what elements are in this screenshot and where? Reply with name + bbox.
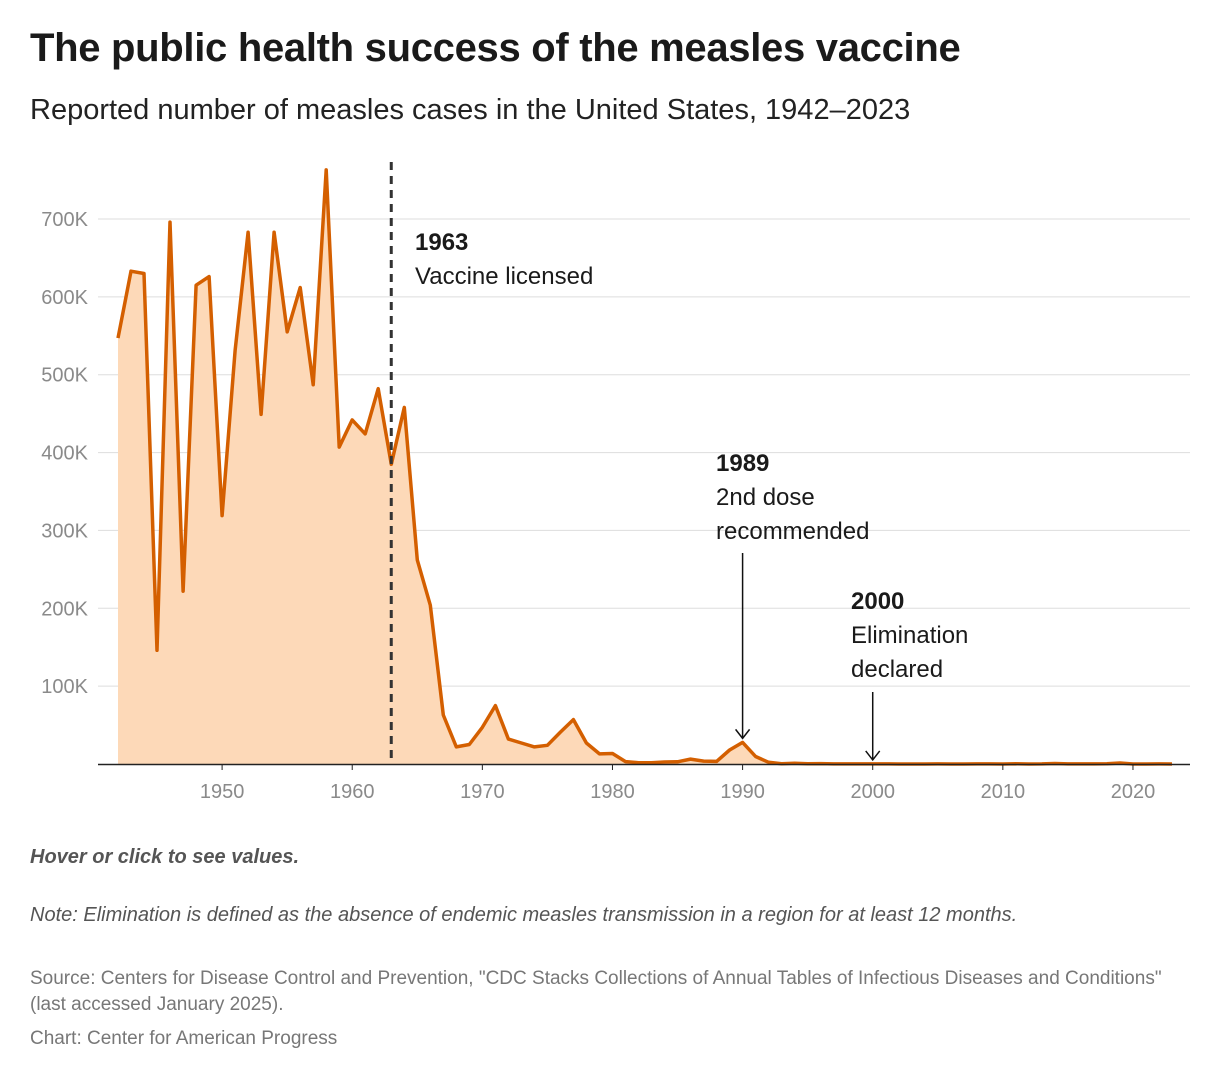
data-point-1971[interactable]: 1971: 75,000 (491, 702, 499, 710)
data-point-1959[interactable]: 1959: 407,000 (335, 443, 343, 451)
x-tick-label: 2000 (850, 781, 895, 803)
data-point-2018[interactable]: 2018: 375 (1103, 760, 1111, 768)
arrowhead (865, 750, 881, 762)
data-point-1949[interactable]: 1949: 626,000 (205, 273, 213, 281)
chart-title: The public health success of the measles… (30, 26, 961, 70)
y-tick-label: 200K (41, 598, 88, 620)
x-tick-label: 1960 (330, 781, 375, 803)
x-tick-label: 1980 (590, 781, 635, 803)
data-point-2014[interactable]: 2014: 667 (1051, 760, 1059, 768)
annotation-year-2000: 2000 (851, 588, 904, 615)
chart-subtitle: Reported number of measles cases in the … (30, 94, 911, 126)
data-point-1991[interactable]: 1991: 9,600 (752, 753, 760, 761)
data-point-1986[interactable]: 1986: 6,300 (687, 755, 695, 763)
data-point-1953[interactable]: 1953: 449,000 (257, 410, 265, 418)
data-point-1950[interactable]: 1950: 319,000 (218, 512, 226, 520)
annotation-text-1989: 2nd dose (716, 484, 815, 511)
data-point-1978[interactable]: 1978: 27,000 (582, 739, 590, 747)
data-point-1965[interactable]: 1965: 262,000 (413, 556, 421, 564)
data-point-1976[interactable]: 1976: 41,000 (556, 728, 564, 736)
y-tick-label: 600K (41, 287, 88, 309)
x-tick-label: 1950 (200, 781, 245, 803)
data-point-1964[interactable]: 1964: 458,000 (400, 403, 408, 411)
data-point-1967[interactable]: 1967: 63,000 (439, 711, 447, 719)
measles-cases-chart[interactable]: 100K 200K 300K 400K 500K 600K 700K 1942: 547,00… (0, 140, 1220, 820)
chart-credit: Chart: Center for American Progress (30, 1028, 338, 1049)
annotation-year-1963: 1963 (415, 229, 468, 256)
data-point-1955[interactable]: 1955: 555,000 (283, 328, 291, 336)
data-point-1974[interactable]: 1974: 22,000 (530, 743, 538, 751)
chart-source: Source: Centers for Disease Control and … (30, 968, 1162, 1015)
data-point-1960[interactable]: 1960: 442,000 (348, 416, 356, 424)
data-point-1957[interactable]: 1957: 487,000 (309, 381, 317, 389)
y-tick-label: 400K (41, 443, 88, 465)
annotation-text-2000: declared (851, 656, 943, 683)
data-point-1980[interactable]: 1980: 13,500 (609, 750, 617, 758)
y-tick-label: 700K (41, 209, 88, 231)
data-point-1972[interactable]: 1972: 32,000 (504, 735, 512, 743)
data-point-1961[interactable]: 1961: 424,000 (361, 430, 369, 438)
data-point-1958[interactable]: 1958: 763,000 (322, 166, 330, 174)
data-point-1975[interactable]: 1975: 24,000 (543, 741, 551, 749)
data-point-1996[interactable]: 1996: 508 (817, 760, 825, 768)
annotation-text-2000: Elimination (851, 622, 968, 649)
data-point-1973[interactable]: 1973: 27,000 (517, 739, 525, 747)
data-point-1954[interactable]: 1954: 683,000 (270, 228, 278, 236)
data-point-1956[interactable]: 1956: 612,000 (296, 284, 304, 292)
data-point-1990[interactable]: 1990: 27,800 (739, 738, 747, 746)
data-point-1948[interactable]: 1948: 615,000 (192, 281, 200, 289)
data-point-1945[interactable]: 1945: 146,000 (153, 646, 161, 654)
data-point-1983[interactable]: 1983: 1,500 (648, 759, 656, 767)
data-point-1966[interactable]: 1966: 204,000 (426, 601, 434, 609)
data-point-1982[interactable]: 1982: 1,700 (635, 759, 643, 767)
data-point-1951[interactable]: 1951: 531,000 (231, 347, 239, 355)
data-point-1952[interactable]: 1952: 683,000 (244, 228, 252, 236)
annotation-year-1989: 1989 (716, 450, 769, 477)
data-point-1962[interactable]: 1962: 482,000 (374, 385, 382, 393)
cases-area (118, 169, 1172, 764)
y-tick-label: 100K (41, 676, 88, 698)
x-tick-label: 1990 (720, 781, 765, 803)
data-point-1977[interactable]: 1977: 57,000 (569, 716, 577, 724)
data-point-1947[interactable]: 1947: 222,000 (179, 587, 187, 595)
annotation-text-1963: Vaccine licensed (415, 263, 593, 290)
y-tick-label: 300K (41, 520, 88, 542)
data-point-1969[interactable]: 1969: 25,000 (465, 741, 473, 749)
data-point-1942[interactable]: 1942: 547,000 (114, 334, 122, 342)
data-point-1994[interactable]: 1994: 963 (791, 759, 799, 767)
y-tick-label: 500K (41, 365, 88, 387)
interaction-hint: Hover or click to see values. (30, 846, 300, 868)
x-tick-label: 2020 (1111, 781, 1156, 803)
data-point-1944[interactable]: 1944: 630,000 (140, 270, 148, 278)
chart-note: Note: Elimination is defined as the abse… (30, 904, 1018, 926)
arrowhead (735, 728, 751, 740)
data-point-1946[interactable]: 1946: 696,000 (166, 218, 174, 226)
data-point-1979[interactable]: 1979: 13,000 (596, 750, 604, 758)
data-point-1943[interactable]: 1943: 633,000 (127, 267, 135, 275)
data-point-1968[interactable]: 1968: 22,000 (452, 743, 460, 751)
x-tick-label: 2010 (981, 781, 1026, 803)
data-point-1970[interactable]: 1970: 47,000 (478, 723, 486, 731)
x-tick-label: 1970 (460, 781, 505, 803)
annotation-text-1989: recommended (716, 518, 869, 545)
data-point-1989[interactable]: 1989: 18,000 (726, 746, 734, 754)
